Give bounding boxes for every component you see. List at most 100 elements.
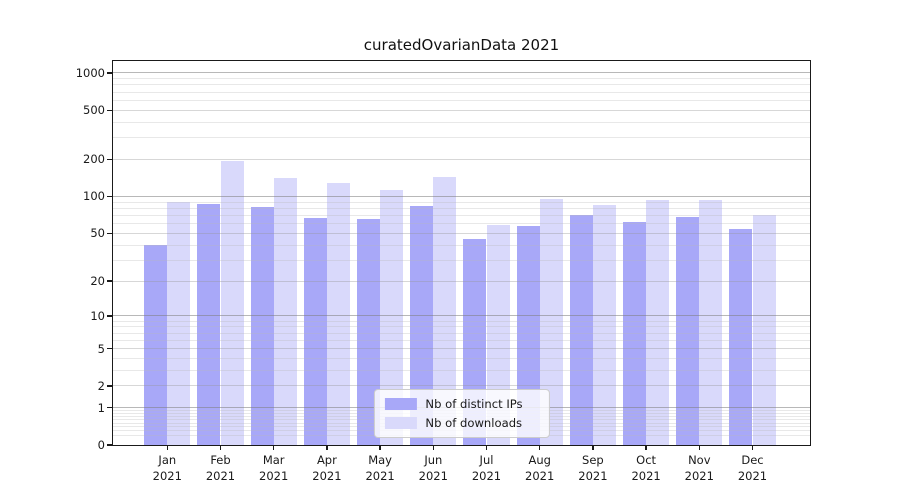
x-tick [485,445,488,450]
y-tick [107,232,112,234]
y-tick-label: 200 [83,152,105,167]
y-tick-label: 5 [97,341,105,356]
legend: Nb of distinct IPs Nb of downloads [373,389,550,438]
x-tick [698,445,700,450]
x-tick [539,445,541,450]
gridline [113,315,810,317]
y-tick [107,347,112,350]
y-tick [107,444,112,446]
x-tick-label: Jun 2021 [418,453,448,483]
bar-distinct-ips-nov [676,216,700,445]
gridline [113,339,810,341]
x-tick-label: Feb 2021 [205,453,236,483]
y-tick-label: 1 [97,400,105,415]
gridline [113,259,810,261]
gridline [113,158,810,160]
gridline [113,121,810,123]
gridline [113,232,810,234]
gridline [113,78,810,80]
y-tick [107,385,112,387]
bar-downloads-apr [326,183,351,445]
legend-label-downloads: Nb of downloads [425,416,523,430]
x-tick [592,445,594,450]
legend-item-downloads: Nb of downloads [384,416,522,430]
gridline [113,99,810,101]
bar-distinct-ips-mar [250,207,274,445]
axes-layer: 0 1 2 5 10 20 50 100 200 500 1000 Jan 2021 Feb 2021 M… [76,61,810,483]
gridline [113,201,810,203]
bar-downloads-feb [220,160,244,445]
bar-distinct-ips-jun [410,205,434,445]
gridline [113,244,810,246]
gridline [113,280,810,282]
bar-downloads-may [380,189,404,445]
x-tick [379,445,381,450]
legend-label-distinct-ips: Nb of distinct IPs [425,397,523,411]
x-tick-label: Oct 2021 [631,453,661,483]
bar-downloads-jan [167,202,191,445]
gridline [113,72,810,74]
x-tick [273,445,275,450]
x-tick [432,445,434,450]
y-tick-label: 500 [83,103,105,118]
y-tick-label: 2 [97,378,105,393]
gridline [113,348,810,349]
gridline [113,332,810,334]
y-tick-label: 100 [83,189,105,204]
y-tick-label: 1000 [75,65,105,80]
x-tick [166,445,168,450]
x-tick [645,445,647,450]
x-tick-label: Dec 2021 [737,453,768,483]
x-tick-label: Nov 2021 [684,453,714,483]
y-tick [107,158,112,161]
gridline [113,84,810,86]
gridline [113,91,810,93]
y-tick-label: 50 [90,226,105,241]
y-tick [107,406,112,409]
bar-downloads-nov [699,199,723,445]
gridline [113,207,810,209]
bar-distinct-ips-apr [303,217,327,445]
x-tick [219,445,222,450]
gridline [113,195,810,197]
x-tick-label: Aug 2021 [525,453,555,483]
gridline [113,369,810,371]
gridline [113,357,810,359]
y-tick [107,315,112,317]
x-tick-label: Jan 2021 [152,453,182,483]
x-tick [751,445,754,450]
bar-downloads-sep [592,205,617,445]
gridline [113,326,810,328]
y-tick [107,72,112,74]
x-tick-label: Mar 2021 [259,453,289,483]
gridline [113,385,810,387]
gridline [113,137,810,139]
gridline [113,109,810,111]
bar-distinct-ips-jan [144,245,168,445]
bar-distinct-ips-oct [622,221,647,445]
bar-distinct-ips-may [356,218,381,445]
gridline [113,214,810,216]
y-tick-label: 10 [90,308,105,323]
y-tick [107,195,112,198]
gridline [113,223,810,225]
x-tick [326,445,328,450]
legend-item-distinct-ips: Nb of distinct IPs [384,397,523,411]
bar-downloads-dec [752,215,776,445]
y-tick [107,280,112,282]
bar-downloads-mar [273,178,297,445]
legend-swatch-distinct-ips [384,398,417,410]
y-tick-label: 20 [90,274,105,289]
y-tick [107,109,112,111]
bar-downloads-aug [539,199,563,445]
y-tick-label: 0 [97,438,105,452]
chart-title: curatedOvarianData 2021 [363,36,560,54]
gridline [113,320,810,322]
bar-distinct-ips-dec [729,229,753,445]
bar-downloads-jun [433,176,457,445]
plot-area: 0 1 2 5 10 20 50 100 200 500 1000 Jan 2021 Feb 2021 M… [76,60,811,483]
bar-distinct-ips-sep [569,215,593,445]
x-tick-label: Sep 2021 [578,453,608,483]
legend-swatch-downloads [384,417,417,429]
